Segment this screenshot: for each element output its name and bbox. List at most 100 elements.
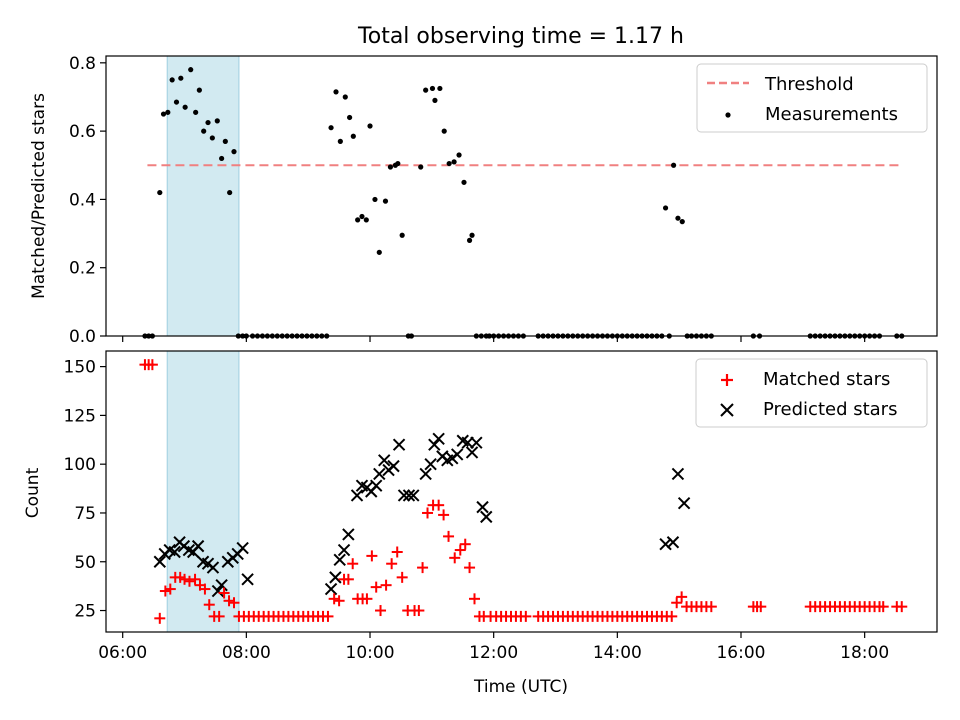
top-plot-frame xyxy=(105,55,938,337)
predicted-star-marker xyxy=(666,536,680,549)
top-y-axis-label: Matched/Predicted stars xyxy=(29,93,49,299)
matched-star-marker xyxy=(671,597,683,609)
measurement-point xyxy=(461,179,467,185)
bottom-ytick-label: 50 xyxy=(74,553,96,573)
measurement-point xyxy=(222,138,228,144)
bottom-ytick-label: 150 xyxy=(64,358,96,378)
matched-star-marker xyxy=(417,562,429,574)
matched-star-marker xyxy=(322,610,334,622)
measurement-point xyxy=(188,67,194,73)
matched-star-marker xyxy=(366,550,378,562)
predicted-star-marker xyxy=(407,489,420,502)
top-ytick-label: 0.0 xyxy=(69,327,96,347)
predicted-star-marker xyxy=(419,467,432,481)
measurement-point xyxy=(441,128,447,134)
measurement-point xyxy=(214,118,220,124)
measurement-point xyxy=(209,135,215,141)
measurement-point xyxy=(227,189,233,196)
measurement-point xyxy=(173,99,180,105)
matched-star-marker xyxy=(459,538,471,550)
matched-star-marker xyxy=(877,601,889,613)
measurement-point xyxy=(205,119,211,126)
predicted-star-marker xyxy=(191,539,205,553)
bottom-ytick-label: 25 xyxy=(74,602,96,622)
predicted-star-marker xyxy=(432,432,445,446)
measurement-point xyxy=(679,219,685,225)
matched-star-marker xyxy=(396,571,408,583)
measurement-point xyxy=(376,249,382,255)
bottom-legend: Matched stars Predicted stars xyxy=(695,358,928,428)
measurement-point xyxy=(418,164,424,170)
measurement-point xyxy=(367,123,373,129)
x-axis-label: Time (UTC) xyxy=(473,677,568,697)
measurement-point xyxy=(469,232,475,238)
measurement-point xyxy=(446,160,452,167)
matched-star-marker xyxy=(413,605,425,617)
matched-star-marker xyxy=(370,581,382,593)
matched-star-marker xyxy=(213,610,225,622)
xtick-label: 08:00 xyxy=(222,643,271,663)
matched-star-marker xyxy=(438,509,450,521)
matched-star-marker xyxy=(342,573,354,585)
matched-star-marker xyxy=(228,597,240,609)
measurement-point xyxy=(359,213,365,220)
matched-star-marker xyxy=(183,575,195,587)
measurement-point xyxy=(382,198,389,204)
matched-star-marker xyxy=(386,558,398,570)
measurement-point xyxy=(423,87,429,93)
matched-star-marker xyxy=(164,583,176,595)
bottom-y-axis-label: Count xyxy=(23,467,43,518)
predicted-star-marker xyxy=(215,578,228,592)
predicted-star-marker xyxy=(342,528,355,541)
bottom-ytick-label: 75 xyxy=(74,504,96,524)
measurement-point xyxy=(437,85,443,92)
predicted-star-marker xyxy=(402,489,416,502)
matched-star-marker xyxy=(464,562,476,574)
measurement-point xyxy=(429,85,436,92)
measurement-point xyxy=(387,164,394,170)
top-panel: 0.00.20.40.60.8 Matched/Predicted stars … xyxy=(29,54,938,347)
predicted-star-marker xyxy=(378,454,391,467)
measurement-point xyxy=(342,94,348,100)
measurement-point xyxy=(350,133,356,139)
predicted-star-marker xyxy=(324,582,338,596)
measurement-point xyxy=(157,189,163,196)
measurement-point xyxy=(231,149,237,155)
predicted-star-marker xyxy=(659,537,672,551)
matched-star-marker xyxy=(159,585,171,597)
chart-title: Total observing time = 1.17 h xyxy=(357,24,684,49)
measurement-point xyxy=(328,125,334,131)
measurement-point xyxy=(456,152,462,158)
legend-predicted-swatch xyxy=(720,403,734,417)
predicted-star-marker xyxy=(677,497,691,510)
legend-matched-swatch xyxy=(721,374,733,386)
measurement-point xyxy=(160,111,167,117)
top-ytick-label: 0.6 xyxy=(69,122,96,142)
matched-star-marker xyxy=(189,573,201,585)
measurement-point xyxy=(399,232,405,238)
matched-star-marker xyxy=(443,530,455,542)
xtick-label: 10:00 xyxy=(346,643,395,663)
measurement-point xyxy=(395,160,401,167)
matched-star-marker xyxy=(333,595,345,607)
predicted-star-marker xyxy=(241,573,254,586)
matched-star-marker xyxy=(361,593,373,605)
matched-star-marker xyxy=(520,610,532,622)
matched-star-marker xyxy=(391,546,403,558)
measurement-point xyxy=(165,109,171,115)
measurement-point xyxy=(451,159,457,165)
legend-measurements-swatch xyxy=(725,112,731,118)
legend-predicted-label: Predicted stars xyxy=(763,399,897,420)
predicted-star-marker xyxy=(373,467,386,481)
predicted-star-marker xyxy=(450,448,464,461)
measurement-point xyxy=(169,77,175,83)
predicted-star-marker xyxy=(333,553,346,567)
predicted-star-marker xyxy=(397,489,411,502)
measurement-point xyxy=(432,97,438,103)
matched-star-marker xyxy=(676,591,688,603)
predicted-star-marker xyxy=(211,584,225,598)
measurement-point xyxy=(372,196,378,203)
matched-star-marker xyxy=(705,601,717,613)
xtick-label: 16:00 xyxy=(716,643,765,663)
